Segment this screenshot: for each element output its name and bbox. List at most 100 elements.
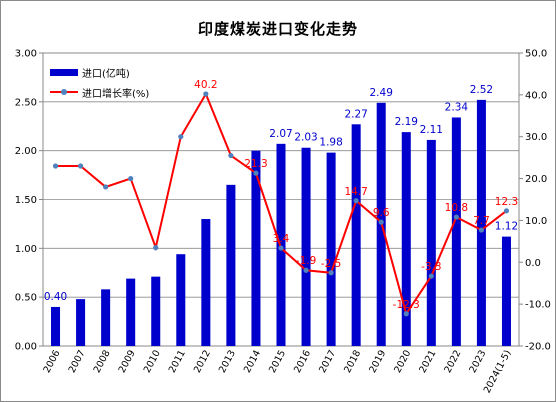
- bar-value-label-2024(1-5): 1.12: [495, 221, 518, 233]
- bar-value-label-2015: 2.07: [269, 128, 292, 140]
- growth-marker-2014: [253, 170, 259, 176]
- bar-value-label-2023: 2.52: [470, 84, 493, 96]
- bar-2020: [401, 132, 411, 346]
- bar-2017: [326, 152, 336, 346]
- growth-marker-2022: [453, 214, 459, 220]
- growth-marker-2021: [428, 273, 434, 279]
- bar-2008: [101, 289, 111, 346]
- growth-marker-2012: [203, 91, 209, 97]
- x-axis-label-2015: 2015: [267, 348, 288, 375]
- growth-marker-2007: [77, 163, 84, 169]
- bar-2006: [51, 306, 61, 346]
- x-axis-label-2021: 2021: [417, 348, 438, 375]
- bar-2022: [451, 117, 461, 347]
- growth-marker-2010: [153, 245, 159, 251]
- x-axis-label-2017: 2017: [317, 348, 338, 375]
- x-axis-label-2007: 2007: [67, 348, 88, 375]
- left-axis-tick-label-3: 1.50: [15, 195, 37, 206]
- left-axis-tick-label-0: 0.00: [15, 342, 37, 353]
- growth-value-label-2018: 14.7: [344, 186, 367, 198]
- left-axis-tick-label-4: 2.00: [15, 146, 37, 157]
- growth-marker-2019: [378, 219, 384, 225]
- growth-marker-2018: [353, 198, 359, 204]
- growth-marker-2017: [328, 270, 334, 276]
- left-axis-tick-label-2: 1.00: [15, 244, 37, 255]
- chart-title: 印度煤炭进口变化走势: [197, 20, 358, 38]
- x-axis-label-2011: 2011: [167, 348, 188, 375]
- bar-value-label-2006: 0.40: [44, 291, 67, 303]
- right-axis-tick-label-2: 0.0: [525, 258, 541, 269]
- bar-2012: [201, 219, 211, 346]
- growth-marker-2015: [278, 245, 284, 251]
- right-axis-tick-label-0: -20.0: [525, 342, 551, 353]
- right-axis-tick-label-1: -10.0: [525, 300, 551, 311]
- x-axis-label-2006: 2006: [42, 348, 63, 375]
- bar-value-label-2016: 2.03: [294, 132, 317, 144]
- growth-value-label-2023: 7.7: [473, 215, 490, 227]
- x-axis-label-2014: 2014: [242, 348, 263, 375]
- growth-value-label-2017: -2.5: [321, 258, 342, 270]
- growth-marker-2011: [178, 134, 184, 140]
- x-axis-label-2010: 2010: [142, 348, 163, 375]
- legend-label-line: 进口增长率(%): [82, 88, 150, 100]
- right-axis-tick-label-3: 10.0: [525, 216, 547, 227]
- x-axis-label-2019: 2019: [367, 348, 388, 375]
- x-axis-label-2018: 2018: [342, 348, 363, 375]
- growth-marker-2006: [52, 163, 59, 169]
- growth-value-label-2021: -3.3: [421, 261, 442, 273]
- left-axis-tick-label-6: 3.00: [15, 49, 37, 60]
- growth-marker-2009: [128, 175, 134, 182]
- legend-item-line: 进口增长率(%): [50, 82, 149, 102]
- growth-marker-2020: [403, 311, 409, 317]
- chart-legend: 进口(亿吨) 进口增长率(%): [50, 62, 149, 102]
- bar-2014: [251, 150, 261, 346]
- right-axis-tick-label-7: 50.0: [525, 49, 547, 60]
- growth-marker-2013: [228, 152, 234, 159]
- x-axis-label-2009: 2009: [117, 348, 138, 375]
- x-axis-label-2008: 2008: [92, 348, 113, 375]
- bar-2016: [301, 147, 311, 346]
- bar-value-label-2021: 2.11: [420, 124, 443, 136]
- growth-value-label-2019: 9.6: [373, 207, 390, 219]
- bar-2013: [226, 184, 236, 346]
- x-axis-label-2022: 2022: [442, 348, 463, 375]
- bar-value-label-2019: 2.49: [370, 87, 393, 99]
- growth-value-label-2022: 10.8: [445, 202, 468, 214]
- bar-2018: [351, 124, 361, 347]
- legend-swatch-line: [50, 88, 78, 96]
- bar-2010: [151, 276, 161, 346]
- bar-value-label-2020: 2.19: [395, 116, 418, 128]
- growth-value-label-2012: 40.2: [194, 79, 217, 91]
- legend-swatch-bar: [50, 68, 78, 76]
- right-axis-tick-label-6: 40.0: [525, 90, 547, 101]
- growth-marker-2023: [478, 227, 485, 233]
- x-axis-label-2016: 2016: [292, 348, 313, 375]
- legend-item-bar: 进口(亿吨): [50, 62, 149, 82]
- growth-value-label-2014: 21.3: [244, 158, 267, 170]
- growth-value-label-2024(1-5): 12.3: [495, 196, 518, 208]
- bar-value-label-2018: 2.27: [344, 108, 367, 120]
- bar-2007: [76, 299, 86, 346]
- growth-marker-2024(1-5): [503, 208, 510, 214]
- x-axis-label-2023: 2023: [467, 348, 488, 375]
- growth-value-label-2015: 3.4: [273, 233, 290, 245]
- bar-2024(1-5): [501, 236, 511, 346]
- x-axis-label-2020: 2020: [392, 348, 413, 375]
- growth-marker-2016: [303, 267, 309, 273]
- x-axis-label-2013: 2013: [217, 348, 238, 375]
- bar-2009: [126, 278, 136, 346]
- growth-value-label-2020: -12.3: [393, 299, 420, 311]
- growth-marker-2008: [103, 184, 109, 190]
- right-axis-tick-label-4: 20.0: [525, 174, 547, 185]
- bar-2021: [426, 139, 436, 346]
- bar-2023: [476, 99, 486, 346]
- left-axis-tick-label-5: 2.50: [15, 97, 37, 108]
- growth-value-label-2016: -1.9: [296, 255, 317, 267]
- legend-label-bar: 进口(亿吨): [82, 68, 130, 80]
- x-axis-label-2012: 2012: [192, 348, 213, 375]
- left-axis-tick-label-1: 0.50: [15, 293, 37, 304]
- bar-value-label-2017: 1.98: [319, 137, 342, 149]
- bar-2011: [176, 254, 186, 346]
- bar-value-label-2022: 2.34: [445, 101, 469, 113]
